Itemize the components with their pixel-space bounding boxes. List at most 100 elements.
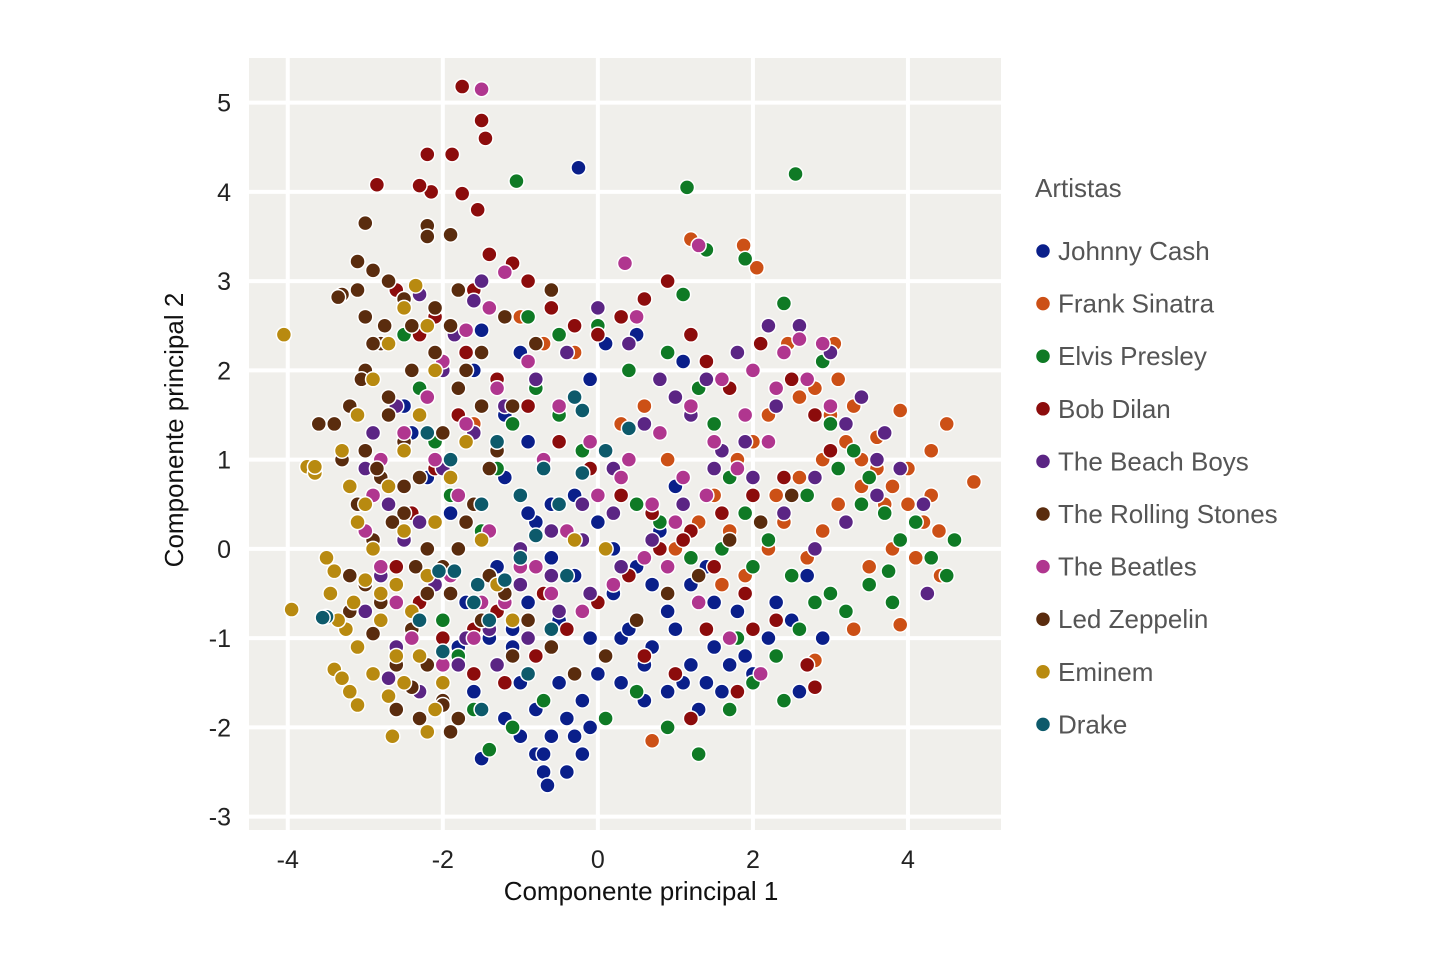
point-johnny-cash — [705, 594, 723, 611]
point-drake — [419, 424, 436, 442]
point-elvis-presley — [659, 719, 676, 736]
tick-labels: -4 -2 0 2 4 -3 -2 -1 0 1 2 3 4 5 — [209, 90, 915, 874]
point-bob-dilan — [744, 487, 762, 504]
point-frank-sinatra — [860, 558, 878, 575]
point-elvis-presley — [860, 469, 878, 486]
point-the-beatles — [752, 665, 769, 683]
legend-label-led-zeppelin: Led Zeppelin — [1058, 604, 1208, 634]
point-the-rolling-stones — [403, 317, 421, 334]
point-led-zeppelin — [419, 585, 436, 602]
point-the-rolling-stones — [450, 281, 467, 299]
point-the-beach-boys — [775, 504, 793, 522]
point-elvis-presley — [922, 549, 940, 567]
point-the-rolling-stones — [504, 647, 521, 665]
point-eminem — [357, 571, 374, 589]
point-frank-sinatra — [965, 473, 983, 491]
point-drake — [465, 594, 483, 611]
point-led-zeppelin — [368, 460, 386, 477]
y-tick-label: 3 — [217, 268, 231, 296]
y-tick-label: 5 — [217, 90, 231, 118]
point-led-zeppelin — [364, 625, 382, 642]
point-the-rolling-stones — [481, 460, 498, 477]
point-the-beatles — [775, 344, 793, 361]
point-eminem — [566, 531, 583, 549]
point-eminem — [322, 585, 339, 602]
point-johnny-cash — [643, 576, 661, 593]
point-bob-dilan — [752, 335, 769, 352]
point-elvis-presley — [822, 415, 839, 433]
point-the-rolling-stones — [543, 281, 560, 299]
point-drake — [496, 571, 514, 589]
point-elvis-presley — [744, 558, 762, 575]
point-the-beatles — [496, 263, 514, 281]
y-tick-label: 2 — [217, 357, 231, 385]
point-frank-sinatra — [891, 616, 909, 633]
point-frank-sinatra — [814, 522, 831, 540]
point-johnny-cash — [473, 321, 490, 339]
point-the-beatles — [705, 433, 723, 451]
point-the-rolling-stones — [357, 214, 374, 232]
point-elvis-presley — [860, 576, 878, 593]
point-the-beatles — [581, 433, 599, 451]
point-the-beatles — [395, 424, 413, 442]
point-the-rolling-stones — [496, 308, 514, 326]
point-the-beatles — [667, 513, 684, 531]
point-bob-dilan — [806, 406, 824, 424]
point-frank-sinatra — [748, 259, 766, 276]
point-drake — [411, 612, 428, 629]
point-elvis-presley — [775, 295, 793, 312]
point-the-beatles — [682, 397, 700, 415]
point-eminem — [380, 335, 397, 352]
point-eminem — [306, 458, 324, 476]
point-the-rolling-stones — [364, 335, 382, 352]
point-elvis-presley — [504, 415, 521, 433]
point-the-beatles — [616, 255, 634, 272]
point-frank-sinatra — [735, 237, 752, 254]
point-drake — [512, 549, 529, 567]
point-the-beatles — [760, 433, 777, 451]
point-the-beatles — [426, 451, 444, 468]
point-johnny-cash — [705, 638, 723, 656]
point-the-rolling-stones — [442, 585, 459, 602]
point-led-zeppelin — [721, 531, 738, 549]
point-bob-dilan — [566, 317, 583, 334]
point-bob-dilan — [543, 299, 560, 317]
point-the-rolling-stones — [473, 344, 490, 361]
point-bob-dilan — [729, 683, 746, 700]
point-johnny-cash — [767, 594, 785, 611]
point-bob-dilan — [457, 344, 475, 361]
legend-label-drake: Drake — [1058, 709, 1127, 739]
point-the-beach-boys — [558, 344, 576, 361]
point-elvis-presley — [736, 504, 754, 522]
point-the-rolling-stones — [411, 710, 428, 727]
point-elvis-presley — [736, 250, 754, 268]
point-johnny-cash — [574, 745, 591, 763]
point-the-rolling-stones — [364, 262, 382, 279]
point-elvis-presley — [620, 362, 638, 379]
point-the-beatles — [465, 629, 483, 647]
point-eminem — [283, 601, 300, 618]
legend-marker-drake — [1034, 716, 1052, 733]
point-the-beach-boys — [636, 415, 653, 433]
point-the-beach-boys — [744, 469, 762, 486]
point-the-rolling-stones — [411, 469, 428, 486]
point-bob-dilan — [388, 558, 405, 575]
point-johnny-cash — [791, 683, 808, 700]
point-eminem — [318, 549, 335, 567]
legend-marker-frank-sinatra — [1034, 295, 1052, 312]
point-elvis-presley — [508, 172, 525, 190]
point-eminem — [364, 665, 382, 683]
point-elvis-presley — [837, 603, 855, 620]
point-the-beatles — [736, 406, 754, 424]
point-the-beach-boys — [837, 513, 855, 531]
point-led-zeppelin — [597, 647, 614, 665]
point-bob-dilan — [682, 326, 700, 343]
point-elvis-presley — [787, 165, 804, 183]
point-the-beatles — [372, 558, 390, 575]
point-eminem — [341, 478, 359, 495]
point-the-rolling-stones — [450, 379, 467, 397]
point-elvis-presley — [682, 549, 700, 567]
point-drake — [566, 388, 583, 406]
point-the-beach-boys — [915, 495, 932, 513]
